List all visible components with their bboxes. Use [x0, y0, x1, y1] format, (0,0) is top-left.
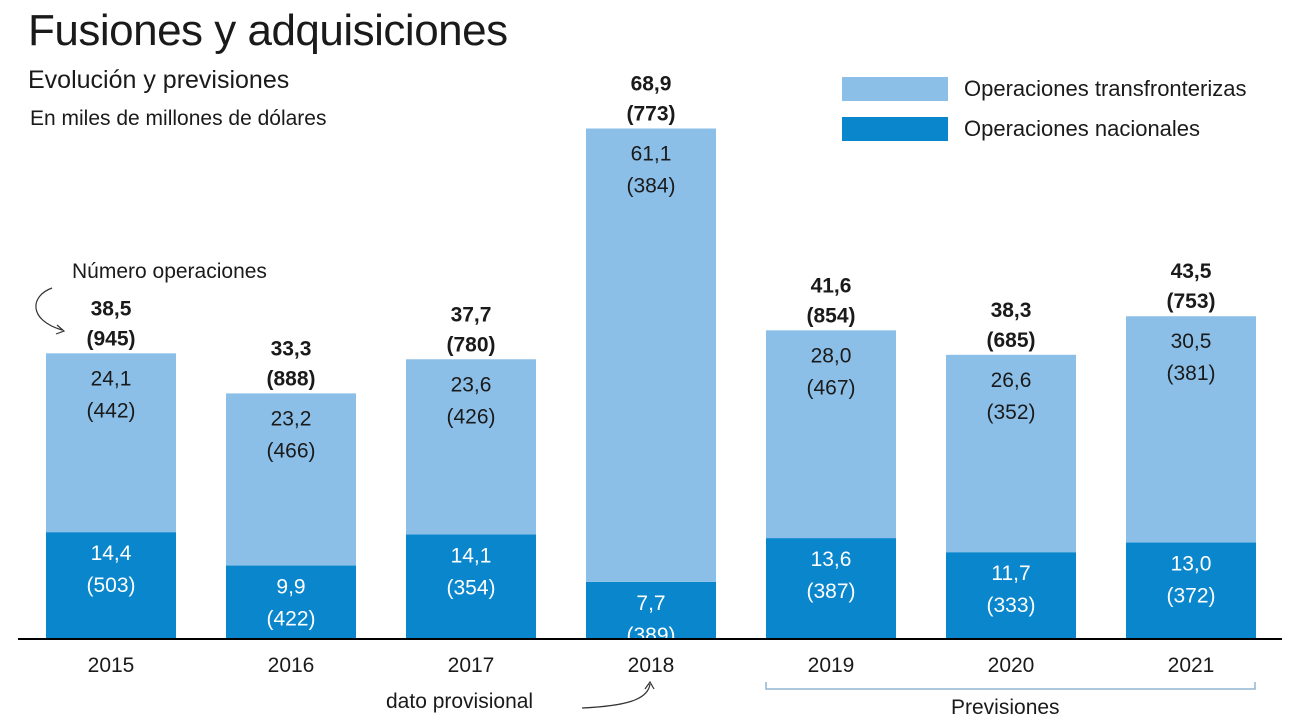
- bar-domestic-2016: [226, 565, 356, 639]
- total-count-2017: (780): [446, 333, 495, 356]
- x-tick-2018: 2018: [628, 654, 675, 677]
- annotation-arrowhead-number-operations: [55, 324, 66, 335]
- bar-cross-border-2018: [586, 128, 716, 582]
- count-label-cross-border-2017: (426): [446, 405, 495, 428]
- total-count-2020: (685): [986, 329, 1035, 352]
- bar-cross-border-2017: [406, 359, 536, 535]
- count-label-domestic-2016: (422): [266, 608, 315, 631]
- annotation-number-operations: Número operaciones: [72, 260, 267, 283]
- total-label-2015: 38,5: [91, 297, 132, 320]
- legend-swatch-domestic: [842, 117, 948, 141]
- legend-item-domestic: Operaciones nacionales: [842, 116, 1200, 142]
- count-label-cross-border-2016: (466): [266, 439, 315, 462]
- bar-domestic-2020: [946, 552, 1076, 639]
- total-label-2020: 38,3: [991, 299, 1032, 322]
- legend-item-cross-border: Operaciones transfronterizas: [842, 76, 1246, 102]
- total-label-2017: 37,7: [451, 303, 492, 326]
- count-label-cross-border-2019: (467): [806, 376, 855, 399]
- total-count-2018: (773): [626, 103, 675, 126]
- bar-cross-border-2015: [46, 353, 176, 533]
- x-tick-2020: 2020: [988, 654, 1035, 677]
- count-label-cross-border-2015: (442): [86, 399, 135, 422]
- value-label-cross-border-2021: 30,5: [1171, 330, 1212, 353]
- value-label-cross-border-2017: 23,6: [451, 373, 492, 396]
- chart-subtitle: Evolución y previsiones: [28, 66, 290, 94]
- x-tick-2019: 2019: [808, 654, 855, 677]
- value-label-domestic-2019: 13,6: [811, 548, 852, 571]
- annotation-arrowhead-provisional: [644, 680, 655, 690]
- bar-cross-border-2021: [1126, 316, 1256, 543]
- value-label-cross-border-2018: 61,1: [631, 143, 672, 166]
- value-label-domestic-2015: 14,4: [91, 542, 132, 565]
- total-label-2016: 33,3: [271, 337, 312, 360]
- count-label-cross-border-2018: (384): [626, 175, 675, 198]
- total-count-2019: (854): [806, 304, 855, 327]
- value-label-domestic-2016: 9,9: [276, 576, 305, 599]
- count-label-domestic-2020: (333): [986, 594, 1035, 617]
- bar-domestic-2015: [46, 532, 176, 639]
- bar-domestic-2019: [766, 538, 896, 639]
- legend-label-domestic: Operaciones nacionales: [964, 116, 1201, 141]
- total-count-2021: (753): [1166, 290, 1215, 313]
- total-count-2015: (945): [86, 327, 135, 350]
- count-label-domestic-2018: (389): [626, 624, 675, 647]
- labels-layer: 14,4 (503) 24,1 (442) 38,5 (945) 9,9 (422) 23,2 (…: [86, 73, 1215, 647]
- count-label-cross-border-2021: (381): [1166, 362, 1215, 385]
- bar-domestic-2018: [586, 581, 716, 639]
- total-label-2018: 68,9: [631, 73, 672, 96]
- value-label-cross-border-2019: 28,0: [811, 344, 852, 367]
- bar-cross-border-2020: [946, 354, 1076, 553]
- x-tick-2016: 2016: [268, 654, 315, 677]
- value-label-domestic-2018: 7,7: [636, 592, 665, 615]
- count-label-domestic-2015: (503): [86, 574, 135, 597]
- bar-domestic-2017: [406, 534, 536, 639]
- total-label-2021: 43,5: [1171, 260, 1212, 283]
- count-label-cross-border-2020: (352): [986, 401, 1035, 424]
- bars-layer: [46, 128, 1256, 639]
- legend-swatch-cross-border: [842, 77, 948, 101]
- x-tick-2017: 2017: [448, 654, 495, 677]
- value-label-cross-border-2020: 26,6: [991, 369, 1032, 392]
- value-label-domestic-2020: 11,7: [991, 562, 1030, 585]
- annotation-provisional: dato provisional: [386, 690, 534, 713]
- bar-cross-border-2019: [766, 330, 896, 539]
- x-tick-labels: 2015 2016 2017 2018 2019 2020 2021: [88, 654, 1215, 677]
- annotation-forecast: Previsiones: [951, 696, 1060, 719]
- total-label-2019: 41,6: [811, 274, 852, 297]
- count-label-domestic-2017: (354): [446, 576, 495, 599]
- value-label-domestic-2021: 13,0: [1171, 553, 1212, 576]
- bar-cross-border-2016: [226, 393, 356, 566]
- value-label-cross-border-2016: 23,2: [271, 407, 312, 430]
- total-count-2016: (888): [266, 367, 315, 390]
- x-tick-2021: 2021: [1168, 654, 1215, 677]
- count-label-domestic-2019: (387): [806, 580, 855, 603]
- x-tick-2015: 2015: [88, 654, 135, 677]
- annotation-arrow-number-operations: [35, 287, 63, 331]
- value-label-domestic-2017: 14,1: [451, 544, 492, 567]
- chart-title: Fusiones y adquisiciones: [28, 6, 508, 55]
- count-label-domestic-2021: (372): [1166, 585, 1215, 608]
- forecast-bracket: [765, 682, 1256, 690]
- value-label-cross-border-2015: 24,1: [91, 367, 132, 390]
- legend-label-cross-border: Operaciones transfronterizas: [964, 76, 1247, 101]
- annotation-arrow-provisional: [581, 683, 651, 709]
- unit-label: En miles de millones de dólares: [30, 107, 327, 130]
- bar-domestic-2021: [1126, 542, 1256, 639]
